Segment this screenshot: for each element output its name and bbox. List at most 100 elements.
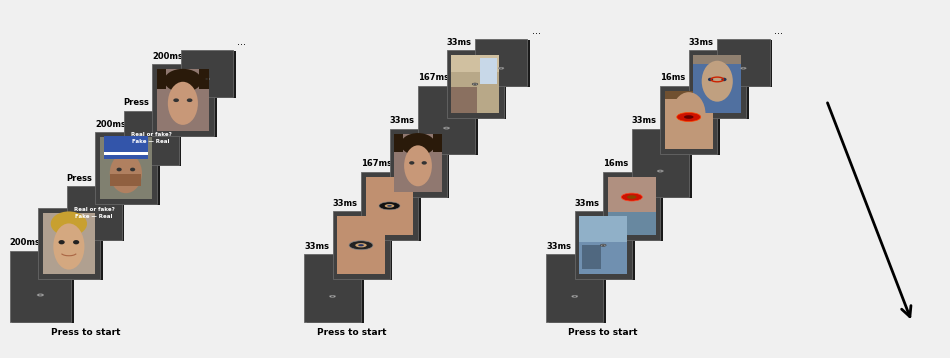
Bar — [581, 245, 600, 268]
Circle shape — [205, 78, 208, 79]
Ellipse shape — [173, 98, 179, 102]
Ellipse shape — [168, 82, 198, 125]
Ellipse shape — [53, 223, 85, 270]
Bar — [692, 51, 749, 119]
Bar — [180, 50, 233, 97]
Circle shape — [740, 67, 747, 69]
Bar — [104, 152, 147, 155]
Bar — [717, 39, 770, 86]
Circle shape — [355, 243, 367, 247]
Ellipse shape — [708, 78, 713, 81]
Text: 167ms: 167ms — [361, 159, 392, 168]
Bar — [660, 86, 717, 154]
Circle shape — [37, 294, 44, 296]
Bar — [575, 211, 632, 279]
Text: Press to start: Press to start — [568, 328, 638, 337]
Circle shape — [574, 296, 576, 297]
Bar — [66, 186, 122, 240]
Bar — [694, 55, 741, 64]
Circle shape — [385, 204, 394, 208]
Circle shape — [627, 195, 636, 199]
Text: 33ms: 33ms — [632, 116, 656, 125]
Bar — [451, 87, 478, 113]
Bar — [694, 55, 741, 113]
Bar — [10, 251, 71, 322]
Bar — [95, 132, 157, 204]
Text: 167ms: 167ms — [418, 73, 449, 82]
Text: Real or fake?
Fake — Real: Real or fake? Fake — Real — [73, 207, 115, 219]
Ellipse shape — [404, 145, 432, 186]
Circle shape — [500, 68, 503, 69]
Circle shape — [684, 115, 694, 119]
Bar — [304, 254, 361, 322]
Circle shape — [379, 202, 400, 210]
Bar — [451, 55, 499, 72]
Bar — [335, 212, 392, 280]
Text: 200ms: 200ms — [10, 238, 40, 247]
Circle shape — [472, 83, 478, 85]
Bar — [307, 255, 364, 323]
Circle shape — [657, 170, 663, 172]
Bar — [446, 50, 504, 118]
Circle shape — [621, 193, 642, 201]
Bar — [126, 112, 181, 166]
Bar — [546, 254, 603, 322]
Bar — [475, 39, 527, 86]
Text: 33ms: 33ms — [446, 38, 471, 47]
Bar — [580, 216, 627, 242]
Text: Press: Press — [124, 98, 149, 107]
Bar — [38, 208, 100, 279]
Bar — [394, 134, 442, 192]
Circle shape — [349, 241, 373, 250]
Text: 33ms: 33ms — [390, 116, 414, 125]
Bar — [152, 64, 214, 136]
Bar — [43, 213, 95, 274]
Bar — [578, 212, 635, 280]
Ellipse shape — [73, 240, 79, 245]
Text: Press to start: Press to start — [50, 328, 121, 337]
Bar — [608, 212, 655, 235]
Bar — [580, 216, 627, 275]
Bar — [364, 173, 421, 241]
Bar — [603, 172, 660, 240]
Bar — [332, 211, 390, 279]
Ellipse shape — [110, 153, 142, 193]
Bar — [12, 252, 74, 323]
Bar — [157, 69, 166, 89]
Text: 33ms: 33ms — [304, 242, 329, 251]
Text: 16ms: 16ms — [603, 159, 629, 168]
Circle shape — [572, 295, 578, 297]
Text: 200ms: 200ms — [152, 52, 182, 61]
Bar — [606, 173, 663, 241]
Ellipse shape — [187, 98, 193, 102]
Ellipse shape — [164, 69, 201, 92]
Ellipse shape — [401, 133, 435, 155]
Ellipse shape — [721, 78, 727, 81]
Bar — [720, 40, 772, 87]
Bar — [433, 134, 442, 153]
Circle shape — [659, 170, 661, 171]
Bar — [480, 58, 497, 84]
Bar — [104, 136, 147, 159]
Circle shape — [444, 127, 449, 129]
Bar — [98, 134, 160, 205]
Circle shape — [203, 78, 210, 80]
Bar — [361, 172, 418, 240]
Ellipse shape — [50, 212, 87, 236]
Circle shape — [602, 245, 604, 246]
Text: 33ms: 33ms — [575, 199, 599, 208]
Text: ...: ... — [238, 37, 246, 47]
Ellipse shape — [422, 161, 427, 165]
Bar — [390, 129, 446, 197]
Ellipse shape — [409, 161, 414, 165]
Text: Press to start: Press to start — [316, 328, 387, 337]
Text: 16ms: 16ms — [660, 73, 686, 82]
Text: Press: Press — [66, 174, 92, 183]
Circle shape — [498, 67, 504, 69]
Circle shape — [39, 294, 42, 296]
Circle shape — [330, 295, 335, 297]
Circle shape — [445, 127, 448, 129]
Bar — [451, 55, 499, 113]
Bar — [418, 86, 475, 154]
Text: 33ms: 33ms — [332, 199, 357, 208]
